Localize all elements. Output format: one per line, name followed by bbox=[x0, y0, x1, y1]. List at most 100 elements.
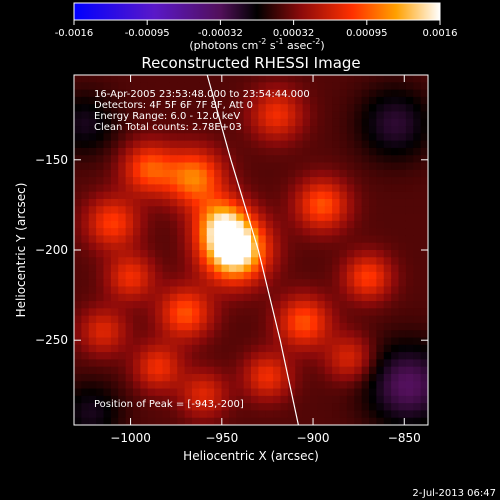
heatmap-cell bbox=[258, 388, 267, 397]
heatmap-cell bbox=[155, 213, 164, 222]
heatmap-cell bbox=[199, 75, 208, 83]
heatmap-cell bbox=[147, 147, 156, 156]
heatmap-cell bbox=[273, 264, 282, 273]
heatmap-cell bbox=[199, 126, 208, 134]
heatmap-cell bbox=[221, 82, 230, 91]
heatmap-cell bbox=[273, 147, 282, 156]
heatmap-cell bbox=[383, 228, 392, 237]
heatmap-cell bbox=[221, 257, 230, 266]
heatmap-cell bbox=[369, 177, 377, 185]
heatmap-cell bbox=[420, 322, 428, 331]
heatmap-cell bbox=[346, 293, 355, 302]
heatmap-cell bbox=[110, 228, 119, 237]
heatmap-cell bbox=[258, 344, 267, 353]
heatmap-cell bbox=[81, 169, 90, 178]
heatmap-cell bbox=[361, 388, 370, 397]
heatmap-cell bbox=[339, 417, 348, 425]
heatmap-cell bbox=[192, 315, 200, 324]
heatmap-cell bbox=[280, 410, 289, 419]
heatmap-cell bbox=[74, 381, 82, 390]
heatmap-cell bbox=[169, 359, 178, 368]
heatmap-cell bbox=[302, 330, 311, 339]
heatmap-cell bbox=[383, 235, 392, 244]
heatmap-cell bbox=[391, 279, 400, 288]
heatmap-cell bbox=[398, 147, 407, 156]
heatmap-cell bbox=[177, 301, 186, 309]
heatmap-cell bbox=[184, 410, 193, 419]
heatmap-cell bbox=[398, 388, 407, 397]
heatmap-cell bbox=[206, 286, 215, 295]
heatmap-cell bbox=[103, 293, 112, 302]
heatmap-cell bbox=[317, 96, 326, 105]
heatmap-cell bbox=[405, 337, 414, 346]
heatmap-cell bbox=[391, 337, 400, 346]
heatmap-cell bbox=[420, 162, 428, 171]
heatmap-cell bbox=[118, 344, 127, 353]
heatmap-cell bbox=[74, 111, 82, 120]
heatmap-cell bbox=[317, 271, 326, 280]
heatmap-cell bbox=[413, 213, 422, 222]
heatmap-cell bbox=[140, 373, 149, 382]
heatmap-cell bbox=[310, 410, 318, 419]
heatmap-cell bbox=[280, 133, 289, 142]
heatmap-cell bbox=[177, 315, 186, 324]
heatmap-cell bbox=[324, 206, 333, 215]
heatmap-cell bbox=[339, 271, 348, 280]
heatmap-cell bbox=[169, 293, 178, 302]
heatmap-cell bbox=[324, 155, 333, 164]
heatmap-cell bbox=[118, 198, 127, 207]
heatmap-cell bbox=[280, 82, 289, 91]
heatmap-cell bbox=[420, 220, 428, 229]
heatmap-cell bbox=[243, 293, 252, 302]
heatmap-cell bbox=[324, 250, 333, 258]
heatmap-cell bbox=[221, 250, 230, 258]
heatmap-cell bbox=[405, 330, 414, 339]
heatmap-cell bbox=[184, 271, 193, 280]
heatmap-cell bbox=[147, 169, 156, 178]
heatmap-cell bbox=[103, 111, 112, 120]
heatmap-cell bbox=[376, 235, 385, 244]
heatmap-cell bbox=[236, 322, 245, 331]
heatmap-cell bbox=[280, 140, 289, 149]
heatmap-cell bbox=[302, 75, 311, 83]
heatmap-cell bbox=[177, 264, 186, 273]
heatmap-cell bbox=[133, 220, 141, 229]
heatmap-cell bbox=[413, 191, 422, 200]
heatmap-cell bbox=[265, 359, 274, 368]
heatmap-cell bbox=[273, 228, 282, 237]
heatmap-cell bbox=[184, 359, 193, 368]
heatmap-cell bbox=[206, 104, 215, 113]
heatmap-cell bbox=[162, 322, 171, 331]
heatmap-cell bbox=[184, 213, 193, 222]
heatmap-cell bbox=[192, 301, 200, 309]
heatmap-cell bbox=[339, 147, 348, 156]
heatmap-cell bbox=[398, 162, 407, 171]
heatmap-cell bbox=[103, 322, 112, 331]
heatmap-cell bbox=[88, 286, 97, 295]
heatmap-cell bbox=[413, 322, 422, 331]
heatmap-cell bbox=[420, 388, 428, 397]
heatmap-cell bbox=[398, 82, 407, 91]
heatmap-cell bbox=[295, 322, 304, 331]
heatmap-cell bbox=[369, 301, 377, 309]
heatmap-cell bbox=[162, 417, 171, 425]
heatmap-cell bbox=[169, 82, 178, 91]
heatmap-cell bbox=[251, 359, 259, 368]
heatmap-cell bbox=[369, 337, 377, 346]
heatmap-cell bbox=[346, 118, 355, 127]
heatmap-cell bbox=[118, 264, 127, 273]
heatmap-cell bbox=[332, 417, 341, 425]
heatmap-cell bbox=[391, 140, 400, 149]
heatmap-cell bbox=[273, 111, 282, 120]
heatmap-cell bbox=[214, 235, 223, 244]
heatmap-cell bbox=[147, 162, 156, 171]
heatmap-cell bbox=[251, 133, 259, 142]
heatmap-cell bbox=[324, 82, 333, 91]
heatmap-cell bbox=[88, 395, 97, 404]
heatmap-cell bbox=[420, 264, 428, 273]
heatmap-cell bbox=[133, 403, 141, 412]
heatmap-cell bbox=[339, 373, 348, 382]
heatmap-cell bbox=[317, 359, 326, 368]
heatmap-cell bbox=[236, 126, 245, 134]
heatmap-cell bbox=[103, 286, 112, 295]
